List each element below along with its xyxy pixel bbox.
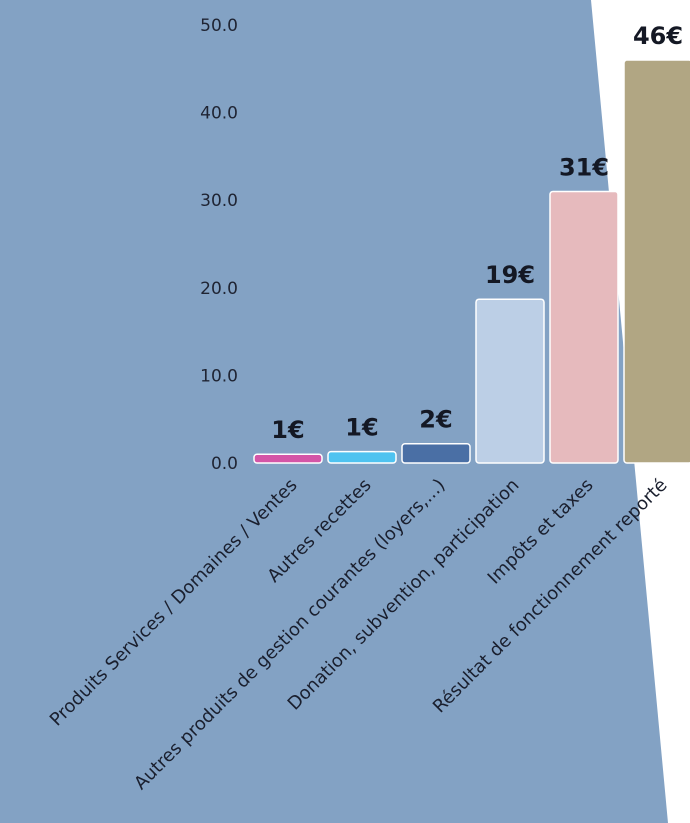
bar — [327, 450, 397, 464]
bar — [475, 298, 545, 464]
y-tick-label: 20.0 — [200, 279, 238, 299]
y-tick-label: 50.0 — [200, 16, 238, 36]
data-label: 2€ — [419, 406, 452, 434]
y-tick-label: 40.0 — [200, 104, 238, 124]
data-label: 19€ — [485, 261, 535, 289]
background-shape — [0, 0, 668, 823]
y-tick-label: 30.0 — [200, 191, 238, 211]
bar — [549, 190, 619, 464]
y-tick-label: 10.0 — [200, 366, 238, 386]
data-label: 1€ — [271, 416, 304, 444]
bar — [401, 442, 471, 464]
data-label: 31€ — [559, 153, 609, 181]
data-labels: 1€ 1€ 2€ 19€ 31€ 46€ — [271, 22, 683, 444]
bar — [253, 453, 323, 464]
bar — [623, 59, 690, 464]
y-axis-ticks: 0.0 10.0 20.0 30.0 40.0 50.0 — [200, 16, 238, 474]
bars — [253, 59, 690, 464]
data-label: 46€ — [633, 22, 683, 50]
data-label: 1€ — [345, 414, 378, 442]
y-tick-label: 0.0 — [211, 454, 238, 474]
